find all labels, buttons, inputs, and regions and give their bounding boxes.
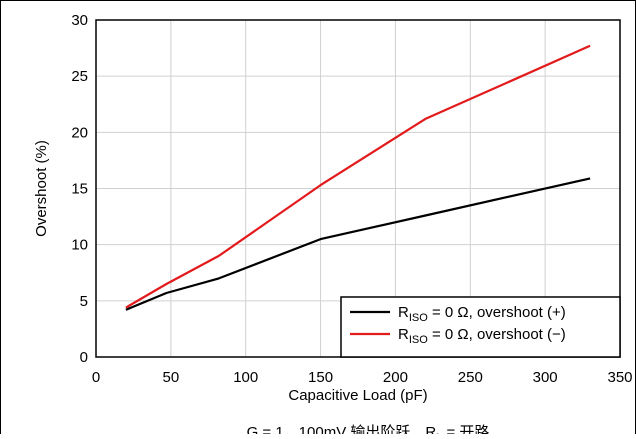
- x-tick-label: 0: [92, 369, 100, 386]
- x-tick-label: 250: [458, 369, 483, 386]
- legend: RISO = 0 Ω, overshoot (+)RISO = 0 Ω, ove…: [340, 296, 621, 358]
- x-tick-label: 350: [607, 369, 632, 386]
- caption-suffix: = 开路: [442, 424, 489, 434]
- y-axis-label: Overshoot (%): [33, 140, 50, 237]
- series-line-1: [125, 44, 591, 309]
- y-tick-label: 0: [80, 349, 88, 366]
- x-tick-label: 100: [233, 369, 258, 386]
- x-tick-label: 300: [533, 369, 558, 386]
- caption-main: G = 1，100mV 输出阶跃，R: [247, 424, 437, 434]
- legend-label-0: RISO = 0 Ω, overshoot (+): [398, 304, 566, 324]
- series-line-0: [125, 177, 591, 311]
- y-tick-label: 15: [71, 181, 88, 198]
- legend-box: [340, 296, 621, 358]
- y-tick-label: 25: [71, 68, 88, 85]
- x-axis-label: Capacitive Load (pF): [288, 387, 427, 404]
- y-tick-label: 20: [71, 124, 88, 141]
- y-tick-label: 10: [71, 237, 88, 254]
- x-tick-label: 50: [163, 369, 180, 386]
- chart-caption: G = 1，100mV 输出阶跃，RL = 开路: [247, 424, 490, 434]
- y-tick-label: 5: [80, 293, 88, 310]
- grid-lines: [96, 20, 620, 357]
- series-lines: [125, 44, 591, 311]
- legend-label-1: RISO = 0 Ω, overshoot (−): [398, 326, 566, 346]
- x-tick-label: 200: [383, 369, 408, 386]
- x-tick-label: 150: [308, 369, 333, 386]
- tick-labels: 0 50 100 150 200 250 300 350 0 5 10 15 20 25 30: [71, 12, 632, 386]
- y-tick-label: 30: [71, 12, 88, 29]
